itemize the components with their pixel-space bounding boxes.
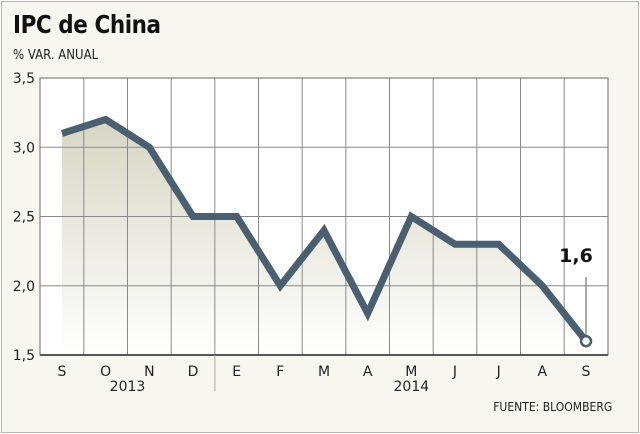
x-tick-label: M — [318, 364, 330, 380]
x-tick-label: M — [405, 364, 417, 380]
last-value-annotation: 1,6 — [559, 245, 593, 336]
y-tick-label: 2,5 — [13, 210, 35, 226]
x-tick-label: N — [144, 364, 154, 380]
x-tick-label: E — [232, 364, 241, 380]
x-tick-label: S — [58, 364, 67, 380]
y-tick-label: 3,0 — [13, 140, 35, 156]
last-value-label: 1,6 — [559, 245, 593, 267]
x-tick-label: S — [582, 364, 591, 380]
y-axis-ticks: 1,5 2,0 2,5 3,0 3,5 — [13, 71, 35, 364]
y-tick-label: 3,5 — [13, 71, 35, 87]
chart-subtitle: % VAR. ANUAL — [13, 48, 99, 63]
last-data-point — [579, 334, 593, 348]
source-label: FUENTE: BLOOMBERG — [493, 400, 612, 414]
x-tick-label: J — [496, 364, 501, 380]
y-tick-label: 2,0 — [13, 279, 35, 295]
x-tick-label: J — [452, 364, 457, 380]
x-tick-label: F — [276, 364, 284, 380]
y-tick-label: 1,5 — [13, 348, 35, 364]
year-label: 2013 — [110, 379, 146, 395]
x-tick-label: A — [538, 364, 548, 380]
x-tick-label: A — [363, 364, 373, 380]
x-tick-label: O — [100, 364, 111, 380]
year-labels: 2013 2014 — [110, 355, 430, 395]
year-label: 2014 — [394, 379, 430, 395]
axes — [39, 77, 609, 356]
x-tick-label: D — [188, 364, 199, 380]
data-points — [61, 119, 593, 348]
chart-title: IPC de China — [13, 10, 161, 39]
